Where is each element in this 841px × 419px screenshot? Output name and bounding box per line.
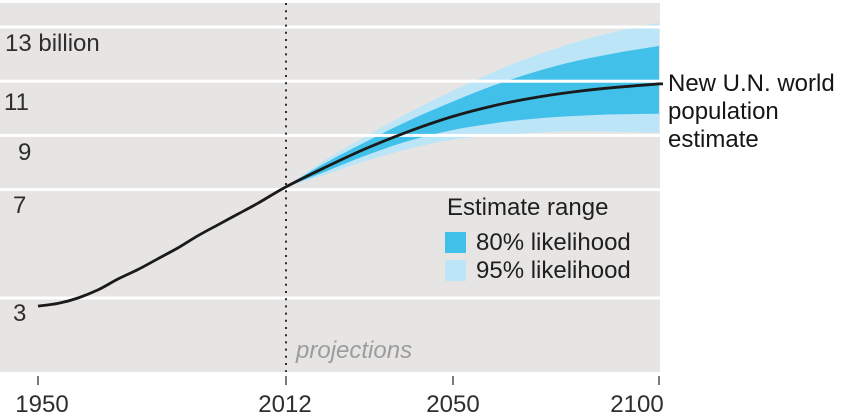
legend: Estimate range 80% likelihood 95% likeli… <box>445 194 631 288</box>
legend-item-80: 80% likelihood <box>445 229 631 256</box>
y-tick-label-13: 13 billion <box>5 30 100 57</box>
legend-swatch-95-icon <box>445 260 466 281</box>
x-tick-label-2050: 2050 <box>426 391 480 418</box>
y-tick-label-7: 7 <box>13 192 27 219</box>
x-tick-label-1950: 1950 <box>15 391 69 418</box>
series-annotation: New U.N. world population estimate <box>668 70 835 153</box>
y-tick-label-9: 9 <box>18 139 32 166</box>
legend-label-95: 95% likelihood <box>476 256 631 284</box>
legend-title: Estimate range <box>447 194 609 221</box>
projections-label: projections <box>296 337 413 364</box>
y-tick-label-11: 11 <box>4 89 29 116</box>
legend-item-95: 95% likelihood <box>445 257 631 284</box>
x-tick-label-2100: 2100 <box>610 391 664 418</box>
y-tick-label-3: 3 <box>13 300 27 327</box>
legend-swatch-80-icon <box>445 232 466 253</box>
x-tick-label-2012: 2012 <box>258 391 312 418</box>
legend-label-80: 80% likelihood <box>476 228 631 256</box>
